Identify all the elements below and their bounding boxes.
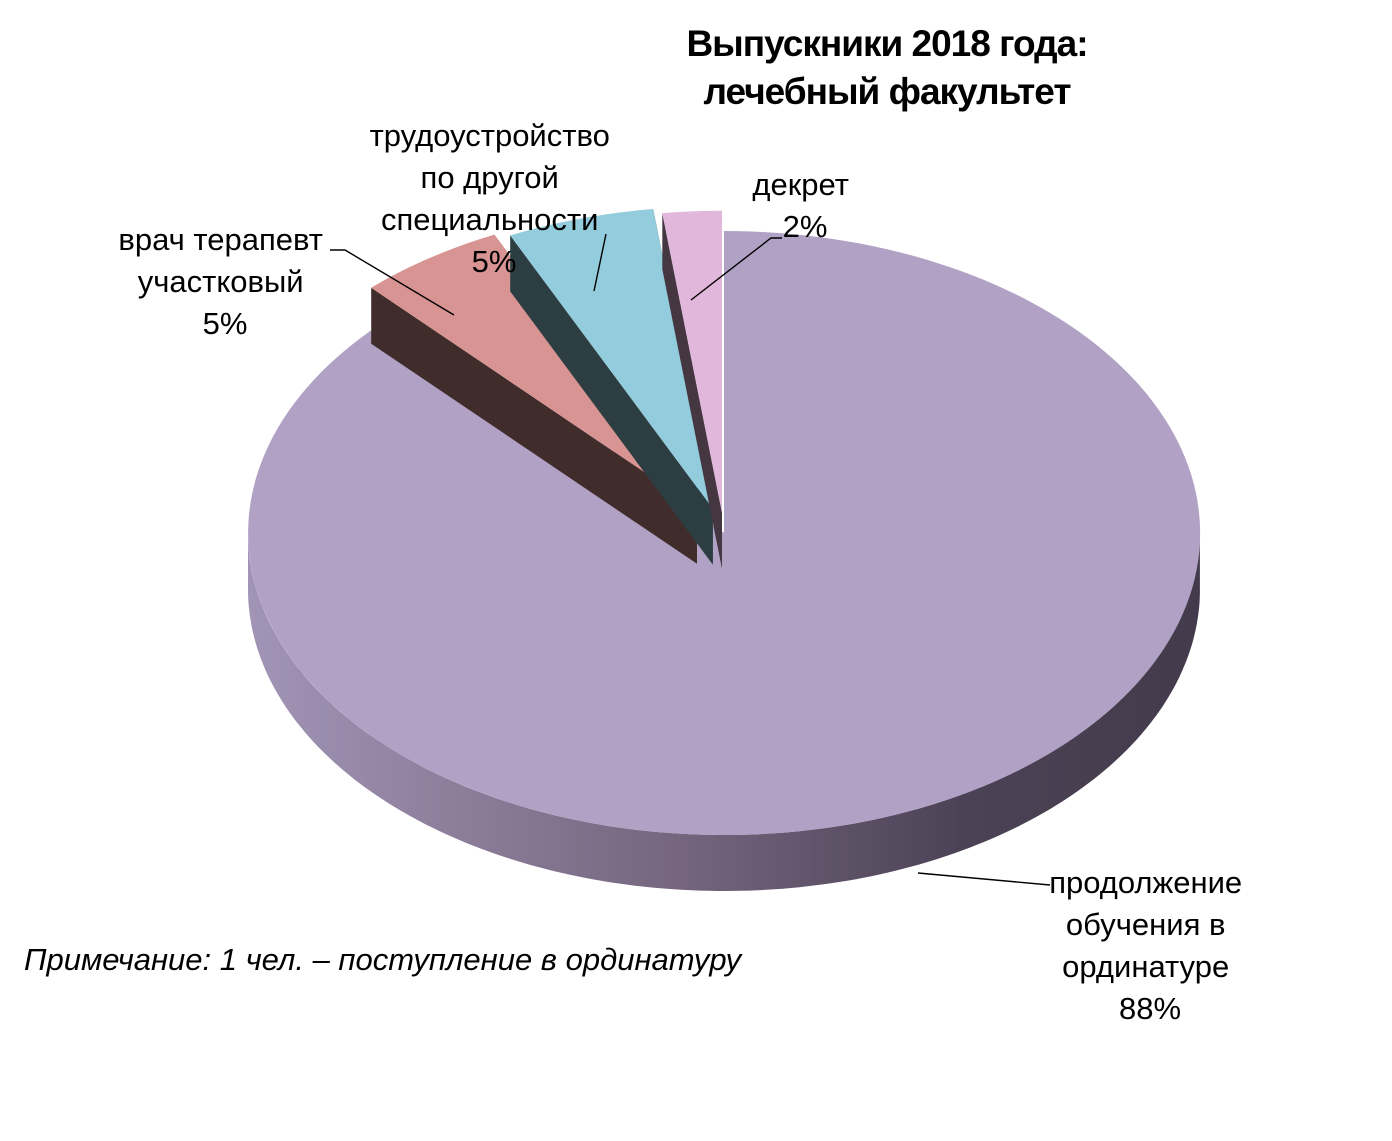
leader-line-vrach bbox=[330, 249, 455, 316]
slice-label-line: врач терапевт bbox=[118, 222, 323, 257]
slice-label-line: декрет bbox=[752, 167, 849, 202]
slice-trudo-cut-face bbox=[510, 235, 713, 565]
slice-pct-label: 5% bbox=[472, 244, 517, 279]
slice-label-ordinatura: продолжение обучения в ординатуре 88% bbox=[1049, 865, 1251, 1026]
slice-label-line: трудоустройство bbox=[370, 118, 610, 153]
leader-line-dekret bbox=[690, 237, 782, 301]
slice-vrach-cut-face bbox=[371, 287, 697, 564]
slice-label-line: ординатуре bbox=[1062, 949, 1229, 984]
slice-label-line: по другой bbox=[421, 160, 559, 195]
slice-trudo-top bbox=[510, 209, 713, 509]
leader-line-ordinatura bbox=[917, 872, 1051, 886]
slice-label-line: обучения в bbox=[1066, 907, 1226, 942]
leader-line-trudo bbox=[593, 233, 607, 292]
slice-ordinatura-side bbox=[248, 533, 1200, 891]
slice-label-vrach: врач терапевт участковый 5% bbox=[118, 222, 331, 341]
slice-vrach-top bbox=[371, 234, 697, 508]
slice-label-line: участковый bbox=[138, 264, 304, 299]
slice-label-line: продолжение bbox=[1049, 865, 1242, 900]
slice-label-line: специальности bbox=[381, 202, 598, 237]
chart-note: Примечание: 1 чел. – поступление в ордин… bbox=[24, 942, 744, 977]
chart-title-line-2: лечебный факультет bbox=[704, 71, 1072, 112]
leader-lines bbox=[330, 233, 1051, 886]
slice-pct-label: 88% bbox=[1119, 991, 1181, 1026]
slice-pct-label: 2% bbox=[783, 209, 828, 244]
pie-slices bbox=[248, 209, 1201, 891]
slice-dekret-cut-face bbox=[662, 213, 722, 569]
slice-dekret-top bbox=[662, 210, 722, 513]
chart-title-line-1: Выпускники 2018 года: bbox=[686, 23, 1087, 64]
slice-pct-label: 5% bbox=[203, 306, 248, 341]
slice-label-dekret: декрет 2% bbox=[752, 167, 857, 244]
slice-label-trudo: трудоустройство по другой специальности … bbox=[370, 118, 619, 279]
